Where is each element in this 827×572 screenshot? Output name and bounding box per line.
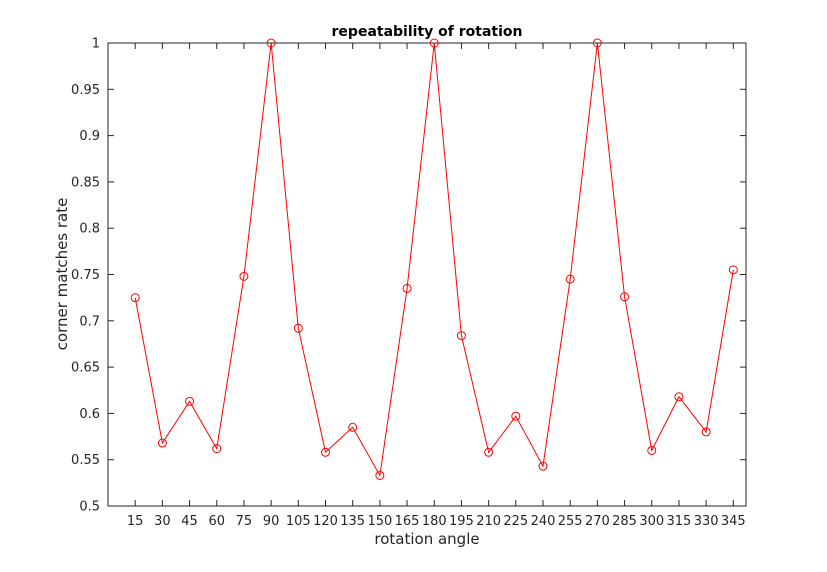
x-tick-labels: 15 30 45 60 75 90 105 120 135 150 165 180 195 210 225 2… xyxy=(127,514,746,529)
x-axis-label: rotation angle xyxy=(374,530,479,548)
y-tick-label: 1 xyxy=(92,37,100,52)
data-point-marker xyxy=(266,38,276,48)
data-point-marker xyxy=(592,38,602,48)
y-tick-label: 0.95 xyxy=(71,83,100,98)
x-tick-label: 60 xyxy=(208,514,225,529)
x-tick-label: 105 xyxy=(286,514,311,529)
data-point-marker xyxy=(130,293,140,303)
chart-title: repeatability of rotation xyxy=(332,24,523,40)
data-point-marker xyxy=(185,396,195,406)
data-point-marker xyxy=(674,392,684,402)
data-point-marker xyxy=(348,422,358,432)
x-tick-label: 45 xyxy=(181,514,198,529)
x-tick-label: 150 xyxy=(367,514,392,529)
data-point-marker xyxy=(239,271,249,281)
data-point-marker xyxy=(484,447,494,457)
data-point-marker xyxy=(538,461,548,471)
x-tick-label: 180 xyxy=(422,514,447,529)
data-point-marker xyxy=(620,292,630,302)
x-tick-label: 345 xyxy=(721,514,746,529)
data-point-marker xyxy=(511,411,521,421)
data-point-marker xyxy=(402,283,412,293)
data-point-marker xyxy=(157,438,167,448)
data-point-marker xyxy=(293,323,303,333)
series-layer xyxy=(130,38,738,480)
data-point-marker xyxy=(728,265,738,275)
x-tick-label: 240 xyxy=(531,514,556,529)
x-tick-label: 210 xyxy=(476,514,501,529)
data-point-marker xyxy=(701,427,711,437)
x-tick-label: 300 xyxy=(639,514,664,529)
x-tick-label: 315 xyxy=(667,514,692,529)
y-tick-label: 0.75 xyxy=(71,268,100,283)
y-tick-label: 0.7 xyxy=(79,314,100,329)
x-tick-label: 90 xyxy=(263,514,280,529)
y-tick-label: 0.85 xyxy=(71,175,100,190)
y-tick-label: 0.9 xyxy=(79,129,100,144)
series-line xyxy=(134,42,734,477)
x-tick-label: 75 xyxy=(236,514,253,529)
plot-area xyxy=(107,42,747,507)
x-tick-label: 165 xyxy=(395,514,420,529)
data-point-marker xyxy=(321,447,330,457)
data-point-marker xyxy=(647,445,657,455)
x-tick-label: 30 xyxy=(154,514,171,529)
data-point-marker xyxy=(429,38,439,48)
data-point-marker xyxy=(456,331,466,341)
x-tick-label: 255 xyxy=(558,514,583,529)
data-point-marker xyxy=(375,470,385,480)
x-tick-label: 135 xyxy=(340,514,365,529)
x-tick-label: 15 xyxy=(127,514,144,529)
x-tick-label: 285 xyxy=(612,514,637,529)
x-tick-label: 195 xyxy=(449,514,474,529)
x-tick-label: 270 xyxy=(585,514,610,529)
y-tick-label: 0.55 xyxy=(71,453,100,468)
y-tick-labels: 0.5 0.55 0.6 0.65 0.7 0.75 0.8 0.85 0.9 0.95 1 xyxy=(71,37,100,515)
y-axis-label: corner matches rate xyxy=(53,198,71,351)
ticks-layer xyxy=(108,42,746,507)
y-tick-label: 0.5 xyxy=(79,500,100,515)
data-point-marker xyxy=(565,274,575,284)
y-tick-label: 0.65 xyxy=(71,361,100,376)
x-tick-label: 225 xyxy=(503,514,528,529)
x-tick-label: 330 xyxy=(694,514,719,529)
y-tick-label: 0.6 xyxy=(79,407,100,422)
x-tick-label: 120 xyxy=(313,514,338,529)
y-tick-label: 0.8 xyxy=(79,222,100,237)
data-point-marker xyxy=(212,444,222,454)
